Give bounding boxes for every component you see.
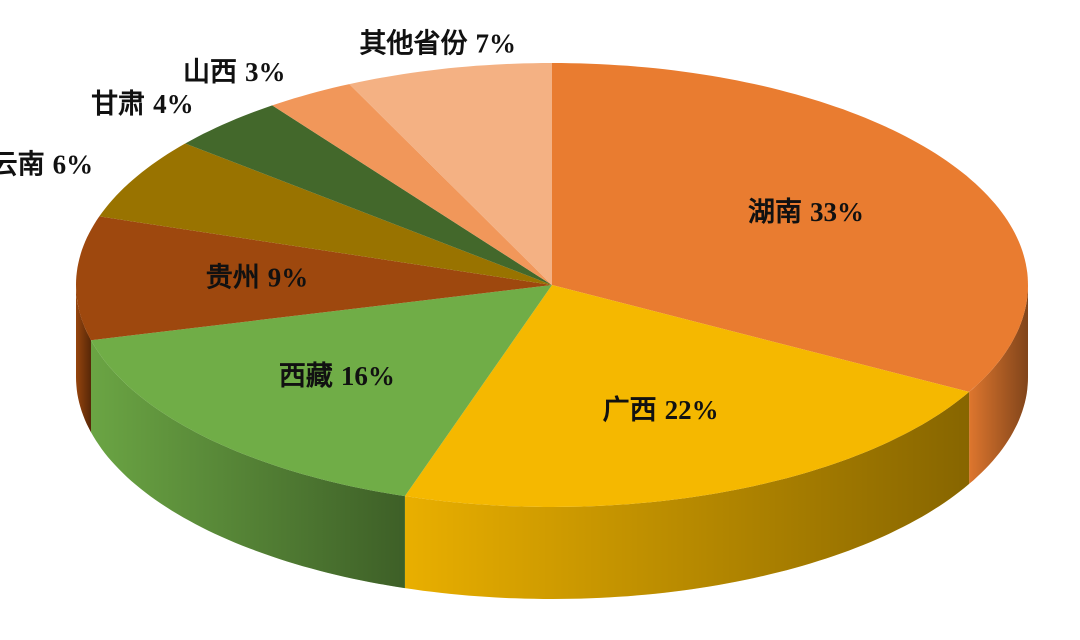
slice [185, 105, 552, 286]
data-label: 山西 3% [183, 57, 286, 87]
value-label: 6% [53, 150, 94, 180]
data-label: 其他省份 7% [360, 29, 517, 59]
data-label: 西藏 16% [279, 361, 395, 391]
category-label: 云南 [0, 150, 45, 180]
category-label: 其他省份 [360, 29, 468, 59]
slice [349, 63, 552, 285]
value-label: 9% [268, 263, 309, 293]
data-label: 湖南 33% [748, 197, 864, 227]
slice [404, 285, 970, 507]
data-label: 贵州 9% [206, 263, 309, 293]
pie-labels: 湖南 33% 广西 22% 西藏 16% 贵州 9% 云南 6% 甘肃 4%山西 3% 其他省份 7% [0, 29, 864, 425]
category-label: 甘肃 [91, 89, 145, 119]
value-label: 16% [341, 361, 395, 391]
slice [99, 143, 553, 285]
pie-tops [76, 63, 1028, 507]
slice-side-shade [91, 340, 405, 589]
category-label: 贵州 [206, 263, 260, 293]
category-label: 西藏 [279, 361, 333, 391]
data-label: 广西 22% [603, 395, 719, 425]
value-label: 7% [476, 29, 517, 59]
category-label: 山西 [183, 57, 237, 87]
category-label: 广西 [603, 395, 657, 425]
value-label: 4% [153, 89, 194, 119]
slice-side-shade [76, 285, 91, 433]
category-label: 湖南 [748, 197, 802, 227]
data-label: 云南 6% [0, 150, 93, 180]
slice [91, 285, 552, 497]
slice [76, 216, 552, 341]
value-label: 22% [665, 395, 719, 425]
slice [552, 63, 1028, 392]
value-label: 33% [810, 197, 864, 227]
pie-sides [76, 285, 1028, 599]
slice [272, 84, 552, 285]
slice-side-shade [969, 285, 1028, 484]
value-label: 3% [245, 57, 286, 87]
slice-side-shade [404, 391, 970, 599]
data-label: 甘肃 4% [91, 89, 194, 119]
